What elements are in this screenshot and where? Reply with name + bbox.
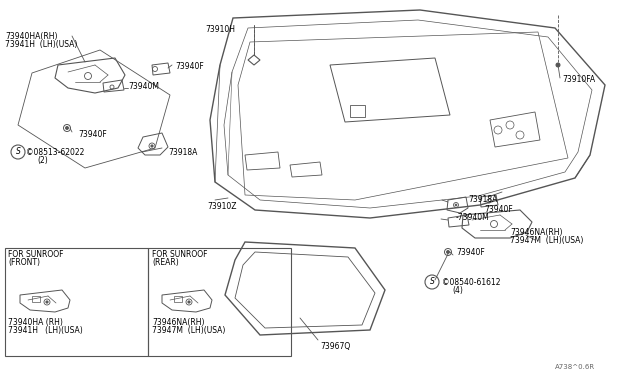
Text: (REAR): (REAR): [152, 258, 179, 267]
Text: 73940HA (RH): 73940HA (RH): [8, 318, 63, 327]
Text: S: S: [429, 278, 435, 286]
Text: 73940F: 73940F: [175, 62, 204, 71]
Bar: [148, 248, 291, 356]
Bar: [32, 296, 40, 302]
Text: 73940HA(RH): 73940HA(RH): [5, 32, 58, 41]
Circle shape: [65, 126, 68, 129]
Text: 73941H  (LH)(USA): 73941H (LH)(USA): [5, 40, 77, 49]
Circle shape: [46, 301, 48, 303]
Circle shape: [151, 145, 153, 147]
Text: 73910Z: 73910Z: [207, 202, 237, 211]
Text: (FRONT): (FRONT): [8, 258, 40, 267]
Text: 73940F: 73940F: [78, 130, 107, 139]
Text: S: S: [15, 148, 20, 157]
Text: A738^0.6R: A738^0.6R: [555, 364, 595, 370]
Text: (2): (2): [37, 156, 48, 165]
Text: 73941H   (LH)(USA): 73941H (LH)(USA): [8, 326, 83, 335]
Text: 73946NA(RH): 73946NA(RH): [152, 318, 205, 327]
Text: 73918A: 73918A: [168, 148, 197, 157]
Circle shape: [556, 63, 560, 67]
Text: ©08513-62022: ©08513-62022: [26, 148, 84, 157]
Circle shape: [188, 301, 190, 303]
Text: 73940M: 73940M: [128, 82, 159, 91]
Text: 73967Q: 73967Q: [320, 342, 350, 351]
Bar: [350, 105, 365, 117]
Text: 73940F: 73940F: [456, 248, 484, 257]
Text: 73910H: 73910H: [205, 25, 235, 34]
Text: FOR SUNROOF: FOR SUNROOF: [8, 250, 63, 259]
Polygon shape: [248, 55, 260, 65]
Text: 73918A: 73918A: [468, 195, 497, 204]
Text: 73947M  (LH)(USA): 73947M (LH)(USA): [510, 236, 584, 245]
Text: ©08540-61612: ©08540-61612: [442, 278, 500, 287]
Bar: [174, 296, 182, 302]
Text: 73947M  (LH)(USA): 73947M (LH)(USA): [152, 326, 225, 335]
Bar: [5, 248, 148, 356]
Circle shape: [447, 250, 449, 253]
Text: 73940F: 73940F: [484, 205, 513, 214]
Text: -73940M: -73940M: [456, 213, 490, 222]
Text: FOR SUNROOF: FOR SUNROOF: [152, 250, 207, 259]
Text: (4): (4): [452, 286, 463, 295]
Text: 73910FA: 73910FA: [562, 75, 595, 84]
Circle shape: [455, 204, 457, 206]
Text: 73946NA(RH): 73946NA(RH): [510, 228, 563, 237]
